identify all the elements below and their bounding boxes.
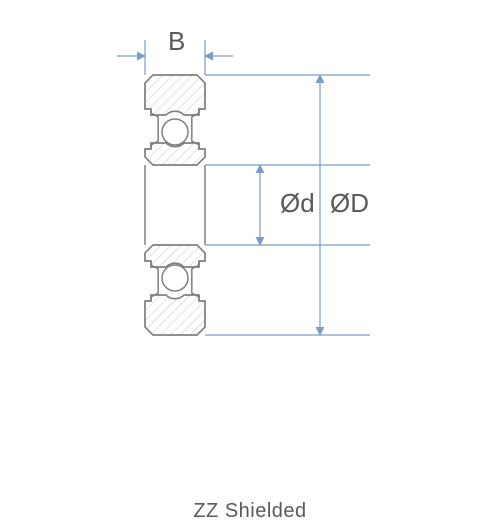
diagram-svg: B Ød ØD [0, 0, 500, 500]
svg-text:B: B [168, 26, 185, 56]
bearing-diagram: BØdØD ZZ Shielded [0, 0, 500, 500]
svg-text:Ød: Ød [280, 188, 315, 218]
svg-text:ØD: ØD [330, 188, 369, 218]
diagram-caption: ZZ Shielded [0, 500, 500, 523]
